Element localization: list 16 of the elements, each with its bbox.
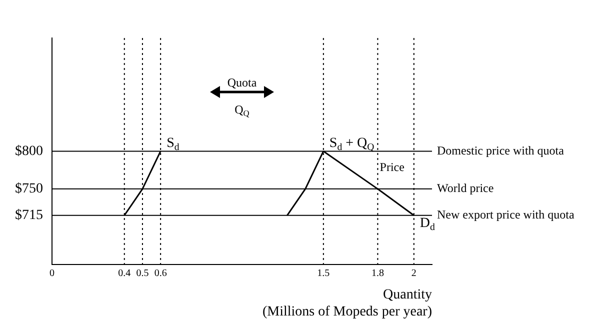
x-tick-label: 1.5 [317,268,330,280]
y-tick-label: $800 [15,144,43,159]
x-tick-label: 2 [411,268,416,280]
x-tick-label: 0.4 [118,268,131,280]
annotation: Price [380,160,404,174]
y-tick-label: $715 [15,208,43,224]
x-tick-label: 0 [50,268,54,280]
x-tick-label: 0.6 [154,268,167,280]
ref-line-label: New export price with quota [437,208,575,222]
x-tick-label: 1.8 [371,268,384,280]
annotation: Quota [227,75,258,90]
y-tick-label: $750 [15,182,43,197]
x-axis-title: Quantity (Millions of Mopeds per year) [262,287,432,320]
ref-line-label: Domestic price with quota [437,143,565,158]
x-tick-label: 0.5 [136,268,149,280]
ref-line-label: World price [437,181,494,196]
